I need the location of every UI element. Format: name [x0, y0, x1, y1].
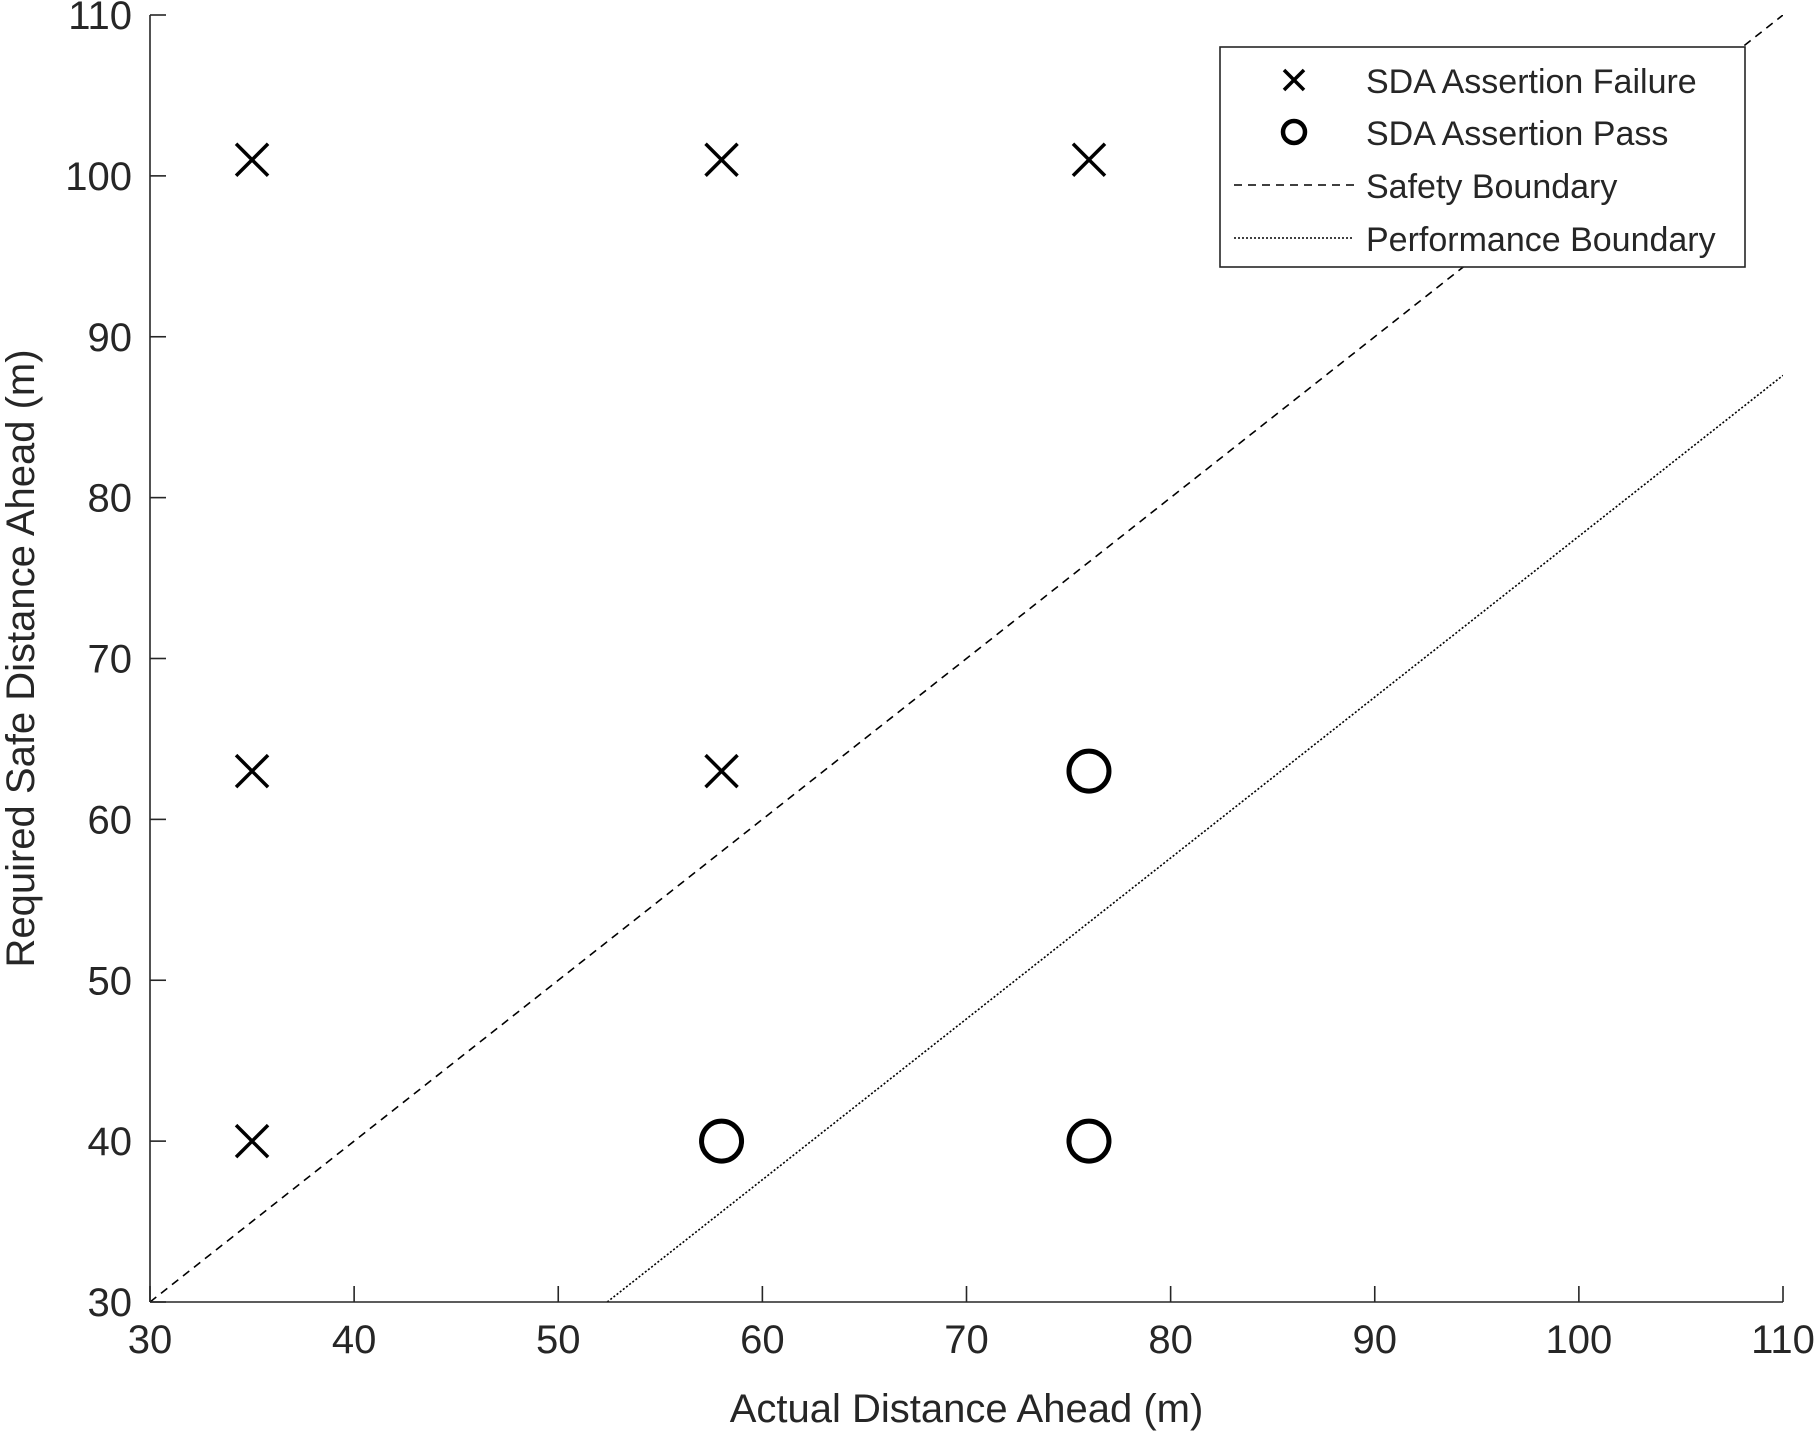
x-tick-label: 110	[1751, 1318, 1815, 1362]
y-tick-label: 50	[88, 959, 133, 1003]
x-stroke	[234, 753, 270, 789]
pass-point	[1066, 1118, 1112, 1164]
legend-item: SDA Assertion Pass	[1280, 115, 1668, 153]
legend-o-marker	[1280, 118, 1308, 146]
x-stroke	[234, 1123, 270, 1159]
x-tick-label: 50	[536, 1318, 581, 1362]
legend-label: Safety Boundary	[1366, 168, 1617, 206]
x-stroke	[234, 142, 270, 178]
legend-label: SDA Assertion Pass	[1366, 115, 1668, 153]
pass-point	[699, 1118, 745, 1164]
x-tick-label: 40	[332, 1318, 377, 1362]
y-tick-label: 40	[88, 1120, 133, 1164]
x-stroke	[704, 753, 739, 789]
legend-label: SDA Assertion Failure	[1366, 63, 1697, 101]
x-tick-label: 80	[1148, 1318, 1193, 1362]
x-stroke	[704, 142, 739, 178]
legend-item: Safety Boundary	[1234, 168, 1617, 206]
boundary-line-performance	[606, 374, 1783, 1302]
legend-x-marker	[1282, 68, 1306, 92]
legend-label: Performance Boundary	[1366, 221, 1716, 259]
legend-item: SDA Assertion Failure	[1282, 63, 1697, 101]
failure-point	[704, 142, 739, 178]
failure-point	[1071, 142, 1107, 178]
x-tick-label: 70	[944, 1318, 989, 1362]
y-tick-label: 80	[88, 477, 133, 521]
failure-point	[234, 1123, 270, 1159]
x-tick-label: 60	[740, 1318, 785, 1362]
y-tick-label: 100	[65, 155, 132, 199]
x-tick-label: 30	[128, 1318, 173, 1362]
y-tick-label: 30	[88, 1281, 133, 1325]
legend-item: Performance Boundary	[1234, 221, 1716, 259]
pass-point	[1066, 748, 1112, 794]
legend: SDA Assertion Failure SDA Assertion Pass S…	[1219, 46, 1746, 268]
failure-point	[704, 753, 739, 789]
y-tick-label: 90	[88, 316, 133, 360]
x-axis-label: Actual Distance Ahead (m)	[730, 1387, 1204, 1431]
y-axis-label: Required Safe Distance Ahead (m)	[0, 349, 43, 967]
y-tick-label: 110	[68, 0, 132, 38]
failure-point	[234, 753, 270, 789]
failure-point	[234, 142, 270, 178]
x-stroke	[1071, 142, 1107, 178]
x-tick-label: 100	[1546, 1318, 1613, 1362]
plot-area	[150, 15, 1783, 1302]
x-tick-label: 90	[1353, 1318, 1398, 1362]
boundary-line-safety	[150, 15, 1783, 1302]
x-stroke	[1282, 68, 1306, 92]
y-tick-label: 70	[88, 638, 133, 682]
y-tick-label: 60	[88, 798, 133, 842]
axes: 30 40 50 60 70 80 90 100 110 30 40 50 60 70 80 90 100 110	[65, 0, 1815, 1362]
legend-box	[1219, 46, 1746, 268]
